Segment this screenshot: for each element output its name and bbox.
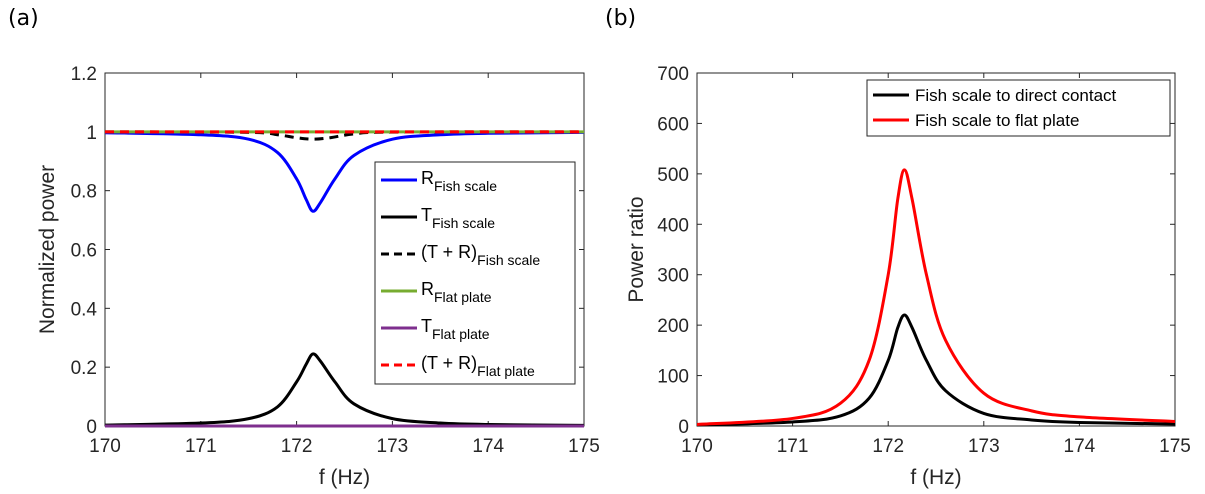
x-axis-label: f (Hz) (319, 466, 370, 489)
y-axis-label: Normalized power (36, 165, 59, 334)
y-tick-label: 500 (657, 165, 689, 186)
y-axis-label: Power ratio (625, 196, 648, 302)
x-tick-label: 172 (281, 436, 313, 457)
y-tick-label: 400 (657, 215, 689, 236)
x-tick-label: 174 (1064, 436, 1096, 457)
y-tick-label: 0.8 (71, 182, 97, 203)
y-tick-label: 1.2 (71, 64, 97, 85)
y-tick-label: 1 (86, 123, 97, 144)
y-tick-label: 600 (657, 114, 689, 135)
x-axis-label: f (Hz) (910, 466, 961, 489)
x-tick-label: 170 (89, 436, 121, 457)
y-tick-label: 0 (86, 417, 97, 438)
x-tick-label: 171 (185, 436, 217, 457)
x-tick-label: 173 (968, 436, 1000, 457)
legend-entry-0: Fish scale to direct contact (915, 86, 1117, 105)
legend-entry-1: Fish scale to flat plate (915, 111, 1079, 130)
y-tick-label: 100 (657, 367, 689, 388)
y-tick-label: 300 (657, 266, 689, 287)
legend: Fish scale to direct contact Fish scale t… (867, 80, 1170, 136)
y-tick-label: 0.6 (71, 241, 97, 262)
y-tick-label: 700 (657, 64, 689, 85)
x-tick-label: 175 (1159, 436, 1191, 457)
legend-box (375, 162, 575, 384)
chart-a: 170 171 172 173 174 175 0 0.2 0.4 0.6 0.8 1 1.2 f (Hz… (36, 64, 600, 489)
y-tick-label: 0.4 (71, 299, 98, 320)
x-tick-label: 170 (681, 436, 713, 457)
x-tick-label: 173 (377, 436, 409, 457)
x-tick-label: 172 (872, 436, 904, 457)
chart-b: 170 171 172 173 174 175 0 100 200 300 400 500 600 700… (625, 64, 1191, 489)
y-tick-label: 0.2 (71, 358, 97, 379)
y-tick-label: 0 (678, 417, 689, 438)
x-tick-label: 175 (568, 436, 600, 457)
y-tick-label: 200 (657, 316, 689, 337)
x-tick-label: 174 (472, 436, 504, 457)
x-tick-label: 171 (777, 436, 809, 457)
